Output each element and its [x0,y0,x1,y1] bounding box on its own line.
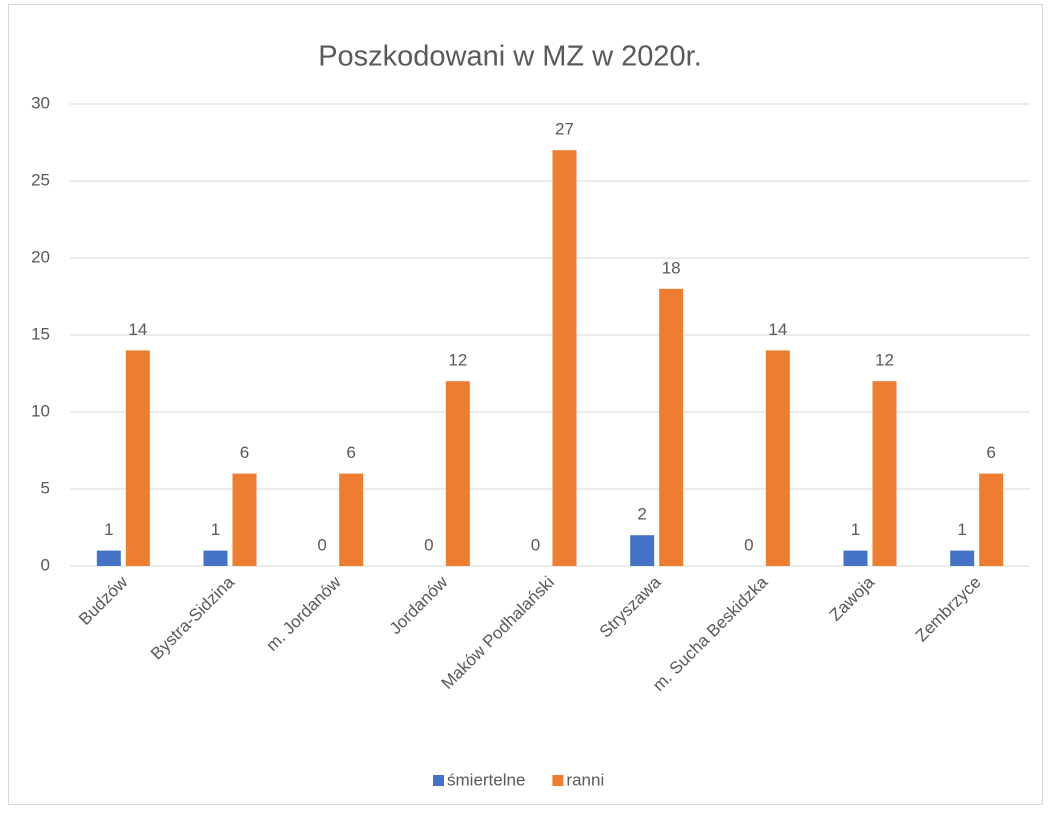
legend-label: śmiertelne [447,770,525,789]
bar [125,350,150,566]
bar [765,350,790,566]
data-label: 0 [531,535,540,554]
data-label: 1 [957,520,966,539]
bar [96,550,121,566]
legend-label: ranni [566,770,604,789]
data-label: 6 [346,443,355,462]
bar [979,473,1004,566]
bar [659,288,684,566]
bar [950,550,975,566]
data-label: 14 [128,320,147,339]
data-label: 12 [448,351,467,370]
data-label: 1 [104,520,113,539]
y-tick-label: 20 [31,247,50,266]
data-label: 27 [555,120,574,139]
bar [445,381,470,566]
legend-swatch [552,775,564,786]
data-label: 6 [240,443,249,462]
chart-border [8,4,1043,805]
bar [552,150,577,566]
y-tick-label: 30 [31,93,50,112]
bar [843,550,868,566]
y-tick-label: 15 [31,324,50,343]
data-label: 12 [875,351,894,370]
bar [232,473,257,566]
bar [872,381,897,566]
data-label: 18 [662,258,681,277]
y-tick-label: 10 [31,401,50,420]
data-label: 1 [211,520,220,539]
y-tick-label: 25 [31,170,50,189]
data-label: 2 [637,505,646,524]
data-label: 14 [768,320,787,339]
data-label: 6 [986,443,995,462]
data-label: 1 [851,520,860,539]
data-label: 0 [744,535,753,554]
data-label: 0 [317,535,326,554]
bar [203,550,228,566]
y-tick-label: 0 [41,555,50,574]
y-tick-label: 5 [41,478,50,497]
data-label: 0 [424,535,433,554]
bar [339,473,364,566]
legend-swatch [433,775,444,786]
chart-title: Poszkodowani w MZ w 2020r. [318,41,702,73]
bar [630,535,655,566]
